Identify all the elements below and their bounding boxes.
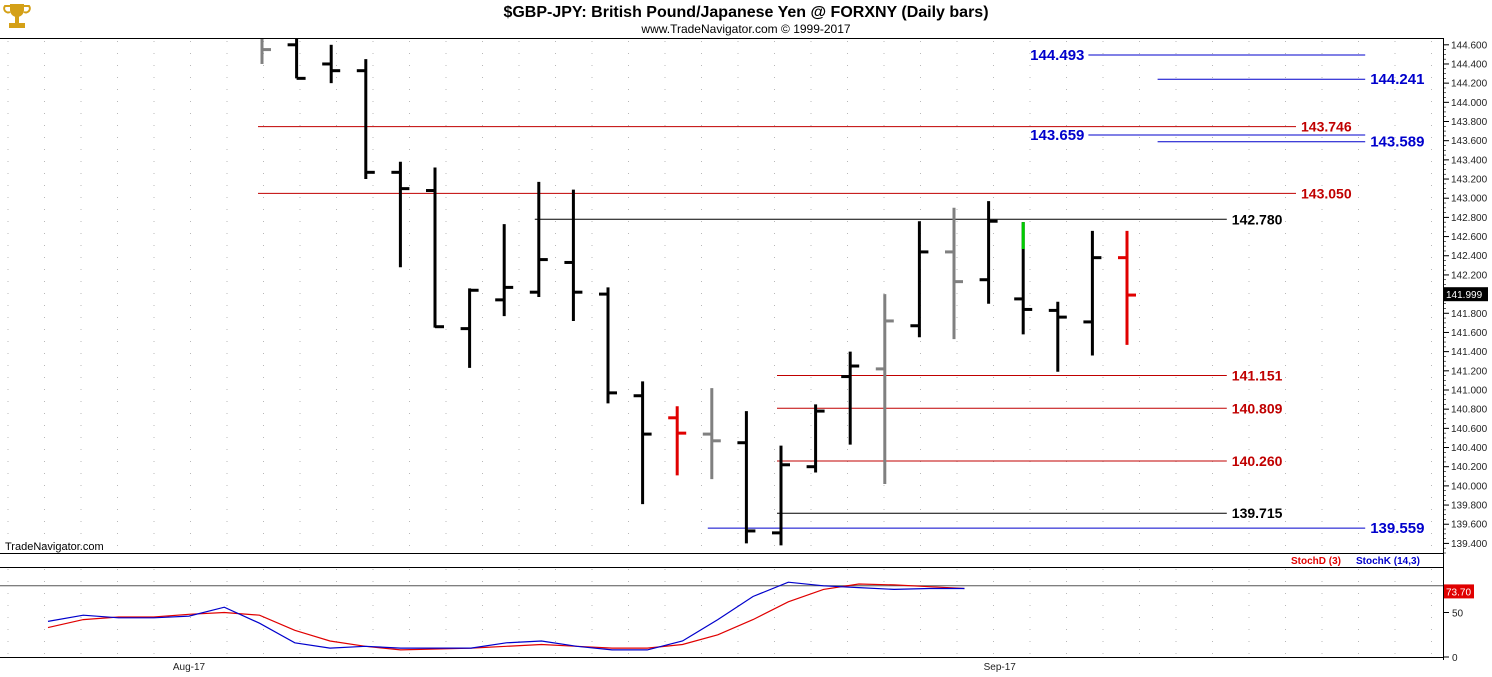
price-tick-label: 143.800: [1451, 117, 1488, 128]
ohlc-bar: [1048, 301, 1067, 372]
ohlc-bar: [1118, 230, 1136, 345]
price-tick-label: 142.600: [1451, 232, 1488, 243]
ohlc-bar: [737, 411, 756, 544]
price-tick-label: 141.200: [1451, 366, 1488, 377]
ohlc-bar: [702, 388, 721, 480]
last-price-label: 141.999: [1446, 290, 1483, 301]
price-tick-label: 140.400: [1451, 443, 1488, 454]
price-tick-label: 141.000: [1451, 385, 1488, 396]
date-tick-label: Sep-17: [984, 662, 1017, 673]
price-tick-label: 142.400: [1451, 251, 1488, 262]
ohlc-bar: [460, 288, 479, 368]
price-tick-label: 140.800: [1451, 405, 1488, 416]
date-tick-label: Aug-17: [173, 662, 206, 673]
stoch-last-value-box: [1444, 584, 1474, 599]
price-tick-label: 142.200: [1451, 270, 1488, 281]
ohlc-bar: [260, 39, 271, 64]
stoch-series-line: [47, 583, 965, 651]
ohlc-bar: [599, 287, 617, 404]
price-tick-label: 141.400: [1451, 347, 1488, 358]
ohlc-bar: [529, 181, 548, 297]
stochastic-panel: 0 50 73.70: [0, 581, 1474, 664]
chart-subtitle: www.TradeNavigator.com © 1999-2017: [640, 22, 850, 36]
price-tick-label: 139.800: [1451, 501, 1488, 512]
ohlc-bar: [806, 404, 825, 473]
price-tick-label: 143.200: [1451, 175, 1488, 186]
ohlc-bar: [979, 201, 998, 304]
chart-title: $GBP-JPY: British Pound/Japanese Yen @ F…: [503, 4, 988, 21]
price-tick-label: 141.600: [1451, 328, 1488, 339]
ohlc-bar: [772, 445, 790, 546]
price-tick-label: 140.600: [1451, 424, 1488, 435]
last-price-box: [1444, 287, 1488, 302]
price-tick-label: 139.400: [1451, 539, 1488, 550]
ohlc-bar: [287, 39, 306, 80]
level-label: 142.780: [1232, 211, 1283, 227]
level-label: 141.151: [1232, 368, 1283, 384]
price-tick-label: 144.400: [1451, 59, 1488, 70]
price-tick-label: 144.000: [1451, 98, 1488, 109]
level-label: 140.260: [1232, 453, 1283, 469]
price-tick-label: 143.400: [1451, 155, 1488, 166]
stoch-tick-label: 50: [1452, 609, 1464, 620]
ohlc-bar: [391, 161, 410, 268]
price-axis: 139.400 139.600 139.800 140.000 140.200 140.4…: [173, 40, 1488, 673]
ohlc-bar: [426, 167, 444, 329]
level-label: 139.715: [1232, 505, 1283, 521]
trophy-icon: [3, 4, 31, 28]
legend-stochd: StochD (3): [1291, 556, 1341, 567]
ohlc-bar: [910, 221, 929, 338]
level-label: 143.746: [1301, 119, 1352, 135]
price-tick-label: 139.600: [1451, 520, 1488, 531]
price-tick-label: 143.000: [1451, 194, 1488, 205]
ohlc-bar: [945, 207, 963, 340]
price-tick-label: 141.800: [1451, 309, 1488, 320]
price-tick-label: 144.200: [1451, 79, 1488, 90]
level-label: 143.659: [1030, 127, 1084, 144]
level-label: 144.241: [1370, 71, 1424, 88]
ohlc-bar: [1014, 222, 1033, 335]
level-label: 143.050: [1301, 185, 1352, 201]
price-tick-label: 143.600: [1451, 136, 1488, 147]
ohlc-bar: [322, 44, 341, 84]
level-label: 143.589: [1370, 134, 1424, 151]
price-tick-label: 140.200: [1451, 462, 1488, 473]
ohlc-bar: [633, 381, 652, 505]
price-tick-label: 144.600: [1451, 40, 1488, 51]
stoch-series-line: [47, 581, 965, 651]
price-tick-label: 140.000: [1451, 481, 1488, 492]
ohlc-bar: [1083, 230, 1102, 356]
level-label: 139.559: [1370, 520, 1424, 537]
level-label: 140.809: [1232, 400, 1283, 416]
ohlc-bar: [356, 59, 375, 180]
level-label: 144.493: [1030, 47, 1084, 64]
ohlc-bar: [495, 224, 514, 317]
watermark: TradeNavigator.com: [5, 541, 104, 553]
ohlc-bars: [260, 39, 1136, 546]
ohlc-bar: [875, 294, 894, 484]
level-lines: 144.493 144.241 143.746 143.659 143.589 143.0…: [258, 47, 1424, 537]
grid: [7, 41, 1432, 656]
price-tick-label: 142.800: [1451, 213, 1488, 224]
ohlc-bar: [668, 406, 687, 476]
legend-stochk: StochK (14,3): [1356, 556, 1420, 567]
stoch-tick-label: 0: [1452, 653, 1458, 664]
stoch-last-value-label: 73.70: [1446, 587, 1471, 598]
ohlc-bar: [564, 189, 583, 321]
ohlc-bar: [841, 351, 860, 445]
